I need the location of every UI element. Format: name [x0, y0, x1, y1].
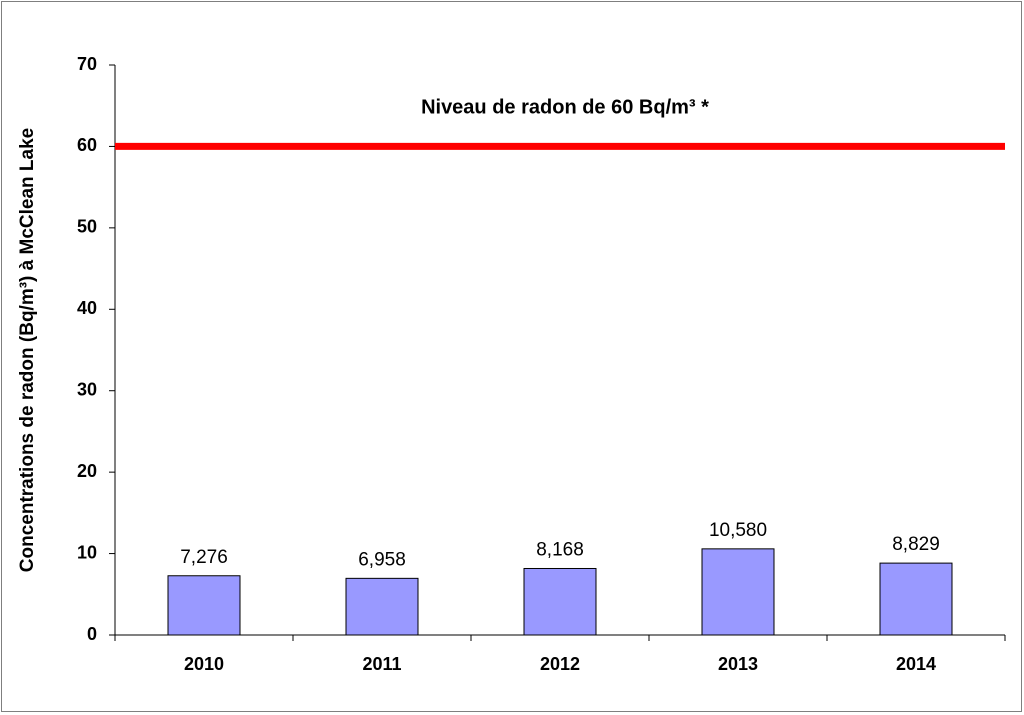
y-tick-label: 60: [77, 135, 97, 155]
x-tick-label: 2011: [362, 654, 401, 674]
x-tick-label: 2012: [540, 654, 580, 674]
y-tick-label: 10: [77, 542, 97, 562]
bar: [701, 548, 775, 636]
bar: [345, 577, 419, 636]
bar: [879, 562, 953, 636]
y-tick-label: 70: [77, 54, 97, 74]
bar: [167, 575, 241, 636]
y-axis-label: Concentrations de radon (Bq/m³) à McClea…: [17, 128, 38, 572]
reference-label: Niveau de radon de 60 Bq/m³ *: [421, 97, 709, 119]
x-tick-label: 2010: [184, 654, 224, 674]
y-tick-label: 30: [77, 379, 97, 399]
y-tick-label: 0: [87, 624, 97, 644]
y-tick-label: 50: [77, 217, 97, 237]
x-tick-label: 2013: [718, 654, 758, 674]
value-label: 8,829: [892, 534, 940, 555]
bar: [523, 567, 597, 636]
y-tick-label: 20: [77, 461, 97, 481]
value-label: 10,580: [709, 520, 767, 541]
value-label: 6,958: [358, 549, 406, 570]
value-label: 7,276: [180, 547, 228, 568]
x-tick-label: 2014: [896, 654, 936, 674]
y-tick-label: 40: [77, 298, 97, 318]
value-label: 8,168: [536, 540, 584, 561]
